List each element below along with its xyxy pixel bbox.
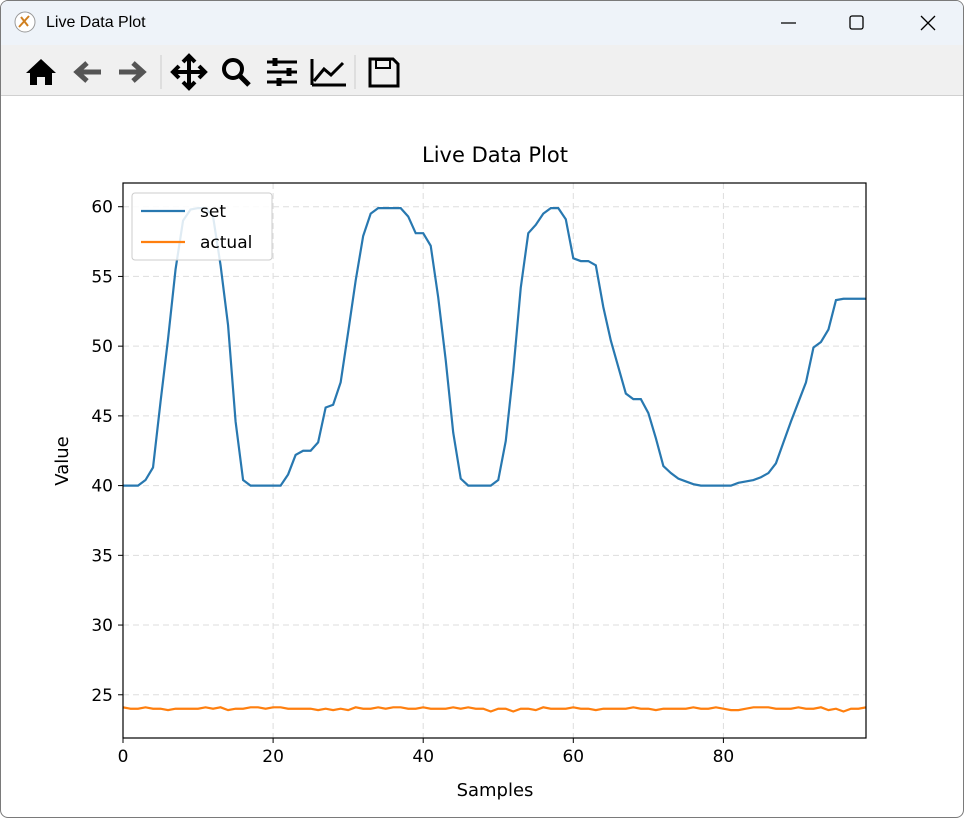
toolbar — [1, 45, 963, 96]
x-tick-label: 40 — [412, 747, 434, 767]
zoom-handle — [238, 74, 251, 87]
line-series — [123, 706, 866, 713]
y-tick-label: 30 — [91, 616, 113, 636]
edit-axes-button[interactable] — [310, 59, 346, 87]
y-axis-label: Value — [52, 436, 73, 485]
x-axis-label: Samples — [457, 780, 534, 801]
legend-label: actual — [200, 233, 252, 253]
plot-frame — [122, 182, 867, 739]
window-title: Live Data Plot — [46, 14, 146, 31]
maximize-button[interactable] — [849, 15, 864, 30]
y-tick-label: 25 — [91, 686, 113, 706]
y-tick-label: 55 — [91, 267, 113, 287]
legend-label: set — [200, 202, 226, 222]
pan-button[interactable] — [170, 53, 208, 91]
y-tick-label: 45 — [91, 407, 113, 427]
y-tick-label: 60 — [91, 198, 113, 218]
back-button[interactable] — [73, 61, 101, 83]
toolbar-icons — [26, 53, 400, 91]
zoom-button[interactable] — [222, 58, 244, 80]
title-bar: Live Data Plot — [1, 1, 963, 45]
title-bar-icons — [14, 11, 936, 33]
x-tick-label: 0 — [118, 747, 129, 767]
chart: Live Data Plot Samples Value 25 30 35 40 45 5… — [52, 143, 867, 801]
x-tick-label: 80 — [713, 747, 735, 767]
line-series — [123, 207, 866, 487]
y-tick-label: 40 — [91, 477, 113, 497]
close-button[interactable] — [920, 15, 936, 31]
app-icon-mark — [18, 15, 30, 28]
y-tick-label: 50 — [91, 337, 113, 357]
save-button[interactable] — [368, 57, 400, 88]
legend-box — [131, 192, 273, 261]
y-tick-label: 35 — [91, 546, 113, 566]
configure-sliders — [272, 58, 292, 86]
configure-button[interactable] — [267, 60, 297, 84]
chart-title: Live Data Plot — [422, 143, 568, 167]
forward-button[interactable] — [119, 61, 147, 83]
x-tick-label: 20 — [262, 747, 284, 767]
save-icon-detail — [375, 59, 391, 69]
x-tick-label: 60 — [562, 747, 584, 767]
home-button[interactable] — [26, 59, 56, 85]
